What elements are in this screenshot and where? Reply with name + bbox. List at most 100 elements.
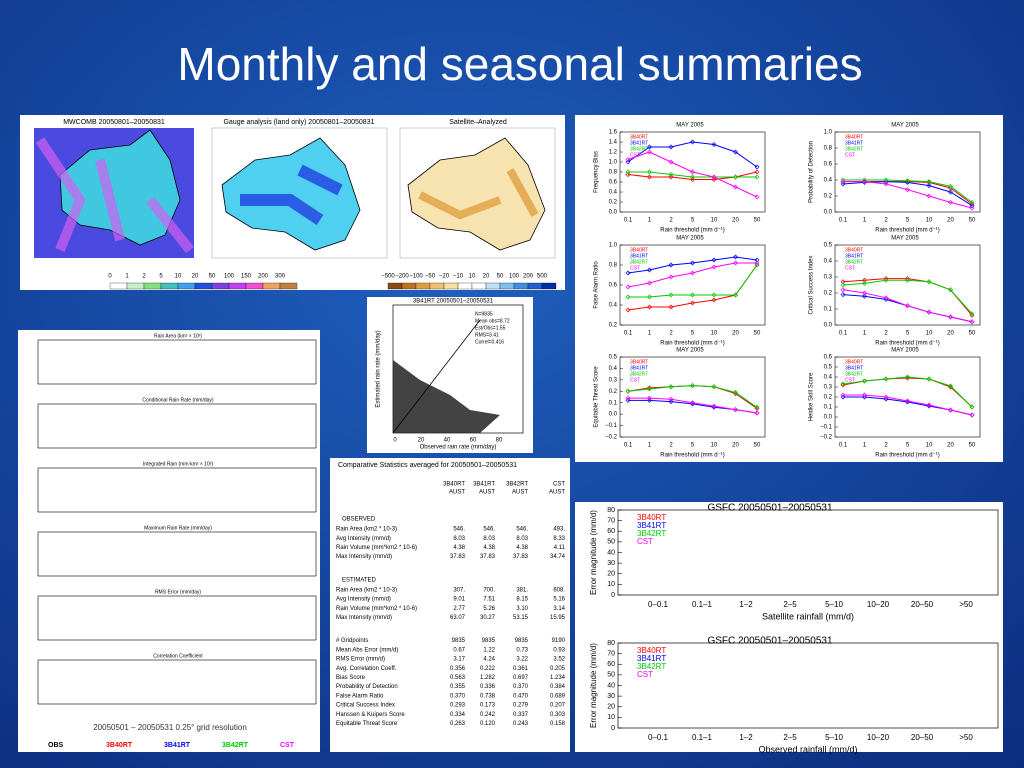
colorbar-cell xyxy=(160,282,179,290)
scatter-xtick: 20 xyxy=(418,438,425,444)
colorbar-label: 150 xyxy=(241,274,252,280)
point xyxy=(905,187,910,193)
y-tick-label: 1.0 xyxy=(609,243,618,249)
colorbar-cell xyxy=(429,282,445,290)
table-cell: 700. xyxy=(483,587,495,593)
x-tick-label: 5 xyxy=(691,443,695,449)
table-cell: 30.27 xyxy=(480,615,496,621)
legend-entry: 3B41RT xyxy=(637,654,666,663)
x-axis-label: Rain threshold (mm d⁻¹) xyxy=(660,228,725,234)
legend-entry: 3B42RT xyxy=(845,371,863,377)
y-tick-label: 0.1 xyxy=(824,307,833,313)
x-tick-label: 2–5 xyxy=(783,600,797,609)
legend-entry: 3B40RT xyxy=(845,134,863,140)
x-tick-label: 0.1 xyxy=(624,443,633,449)
timeseries-frame xyxy=(37,659,317,705)
colorbar-cell xyxy=(262,282,281,290)
point xyxy=(883,277,889,283)
point xyxy=(625,397,631,403)
point xyxy=(625,307,631,313)
plot-frame xyxy=(834,244,981,326)
point xyxy=(690,177,695,182)
y-tick-label: 0.4 xyxy=(609,303,618,309)
x-tick-label: 20 xyxy=(732,218,739,224)
point xyxy=(711,297,717,303)
x-tick-label: 0.1 xyxy=(624,331,633,337)
point xyxy=(883,396,889,402)
table-cell: 8.03 xyxy=(516,536,528,542)
point xyxy=(905,398,910,404)
point xyxy=(754,404,760,410)
point xyxy=(883,376,889,382)
legend-entry: 3B42RT xyxy=(630,259,648,265)
table-cell: 0.207 xyxy=(550,703,566,709)
table-cell: 546. xyxy=(483,527,495,533)
colorbar-label: 200 xyxy=(258,274,269,280)
point xyxy=(733,174,738,180)
point xyxy=(840,279,846,285)
colorbar-label: 5 xyxy=(159,274,163,280)
point xyxy=(690,169,695,175)
legend-entry: 3B42RT xyxy=(637,662,666,671)
legend-entry: 3B42RT xyxy=(630,371,648,377)
colorbar-cell xyxy=(143,282,162,290)
point xyxy=(668,304,674,310)
x-tick-label: 20 xyxy=(732,443,739,449)
map-rain xyxy=(35,137,194,254)
y-tick-label: 50 xyxy=(607,672,615,679)
colorbar-cell xyxy=(109,282,128,290)
table-cell: 1.22 xyxy=(483,647,495,653)
x-tick-label: 20–50 xyxy=(911,600,934,609)
point xyxy=(926,279,932,285)
table-cell: 0.355 xyxy=(450,684,466,690)
legend-entry: 3B42RT xyxy=(637,529,666,538)
y-tick-label: 80 xyxy=(607,640,615,647)
table-cell: 15.95 xyxy=(550,615,566,621)
map-title: Satellite–Analyzed xyxy=(449,119,507,126)
plot-title: GSFC 20050501–20050531 xyxy=(707,636,833,647)
table-heading: OBSERVED xyxy=(342,517,376,523)
colorbar-cell xyxy=(279,282,298,290)
table-cell: 0.279 xyxy=(513,703,529,709)
colorbar-cell xyxy=(499,282,515,290)
legend-entry: 3B40RT xyxy=(845,247,863,253)
table-cell: 7.51 xyxy=(483,597,495,603)
table-row-label: Rain Volume (mm*km2 * 10-6) xyxy=(336,545,417,551)
series-line xyxy=(842,289,973,323)
x-tick-label: 10 xyxy=(711,331,718,337)
point xyxy=(754,410,760,416)
point xyxy=(733,407,738,413)
table-row-label: False Alarm Ratio xyxy=(336,693,384,699)
x-tick-label: 1 xyxy=(863,443,867,449)
point xyxy=(625,284,631,290)
legend-entry: 3B41RT xyxy=(630,365,648,371)
x-tick-label: 1–2 xyxy=(739,733,753,742)
y-tick-label: 10 xyxy=(607,581,615,588)
legend-entry: 3B41RT xyxy=(845,253,863,259)
legend-entry: CST xyxy=(845,265,855,271)
point xyxy=(969,311,975,317)
y-tick-label: 0.8 xyxy=(609,170,618,176)
colorbar-cell xyxy=(443,282,459,290)
y-tick-label: 60 xyxy=(607,661,615,668)
table-row-label: Avg Intensity (mm/d) xyxy=(336,536,391,542)
table-cell: 381. xyxy=(516,587,528,593)
table-cell: 0.370 xyxy=(513,684,529,690)
y-tick-label: 0.2 xyxy=(609,389,618,395)
series-line xyxy=(627,141,758,168)
colorbar-label: 50 xyxy=(209,274,216,280)
series-line xyxy=(842,279,973,315)
table-cell: 3.10 xyxy=(516,606,528,612)
table-cell: 0.356 xyxy=(450,666,466,672)
timeseries-title: Rain Area (km² × 10³) xyxy=(154,333,202,339)
colorbar-label: 500 xyxy=(537,274,548,280)
legend-entry: OBS xyxy=(48,742,64,749)
point xyxy=(948,314,953,320)
point xyxy=(668,174,674,180)
legend-entry: 3B41RT xyxy=(630,140,648,146)
legend-entry: 3B40RT xyxy=(630,247,648,253)
table-cell: 4.38 xyxy=(483,545,495,551)
colorbar-label: 200 xyxy=(523,274,534,280)
map-land xyxy=(59,129,181,246)
point xyxy=(862,179,867,185)
